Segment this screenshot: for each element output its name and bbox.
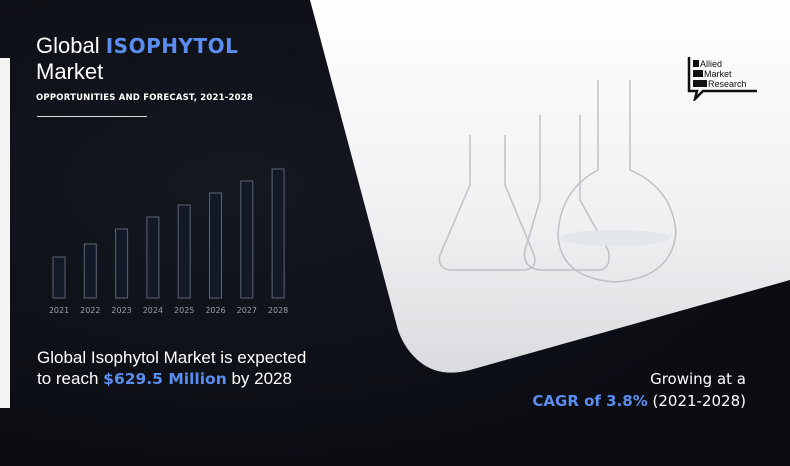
x-tick-label: 2026 (205, 306, 225, 315)
x-tick-label: 2027 (237, 306, 257, 315)
title-highlight: ISOPHYTOL (105, 34, 239, 58)
left-accent-strip (0, 58, 10, 408)
divider (37, 116, 147, 117)
cagr-period: (2021-2028) (647, 392, 746, 410)
bar-chart: 2021 2022 2023 2024 2025 2026 2027 2028 (49, 168, 288, 315)
x-tick-label: 2028 (268, 306, 288, 315)
bar-2024 (146, 216, 160, 299)
cagr-value: CAGR of 3.8% (532, 392, 648, 410)
x-tick-label: 2022 (80, 306, 100, 315)
svg-text:Allied: Allied (700, 59, 722, 69)
market-claim: Global Isophytol Market is expected to r… (37, 347, 306, 390)
bar-2028 (271, 168, 285, 299)
x-tick-label: 2023 (111, 306, 131, 315)
bar-2023 (115, 228, 129, 299)
bar-2021 (52, 256, 66, 299)
x-tick-label: 2024 (143, 306, 163, 315)
bar-2027 (240, 180, 254, 299)
cagr-text: Growing at a CAGR of 3.8% (2021-2028) (532, 368, 746, 412)
bar-2026 (209, 192, 222, 299)
claim-post: by 2028 (226, 369, 292, 388)
cagr-line1: Growing at a (650, 370, 746, 388)
page-title: Global ISOPHYTOL Market (36, 33, 238, 85)
svg-text:Market: Market (704, 69, 732, 79)
allied-market-research-logo: Allied Market Research (687, 57, 757, 101)
title-prefix: Global (36, 33, 106, 58)
claim-line1: Global Isophytol Market is expected (37, 348, 307, 367)
subtitle: OPPORTUNITIES AND FORECAST, 2021-2028 (36, 93, 253, 103)
title-line2: Market (36, 59, 104, 84)
x-tick-label: 2021 (49, 306, 69, 315)
x-tick-label: 2025 (174, 306, 194, 315)
market-value: $629.5 Million (103, 370, 227, 388)
bar-2025 (177, 204, 191, 299)
claim-pre: to reach (37, 369, 104, 388)
svg-text:Research: Research (708, 79, 747, 89)
bar-2022 (83, 243, 97, 299)
